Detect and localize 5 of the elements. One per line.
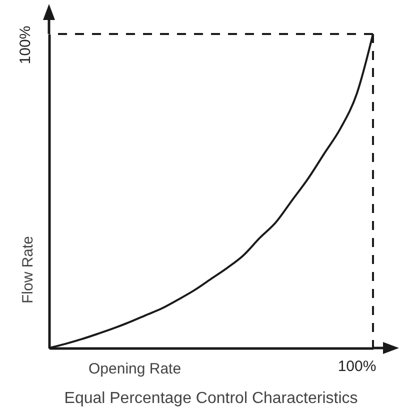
x-axis-title: Opening Rate [88,360,182,378]
y-axis-title: Flow Rate [20,236,36,304]
text: Equal Percentage Control Characteristics [64,390,358,407]
text: 100% [17,26,34,64]
text: 100% [338,358,376,375]
